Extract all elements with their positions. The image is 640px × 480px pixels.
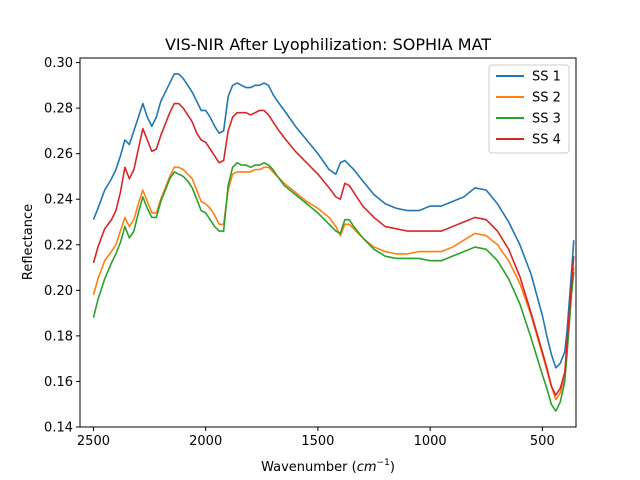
x-tick-label: 2000	[189, 434, 222, 449]
y-tick-label: 0.28	[44, 102, 73, 117]
axes-frame	[79, 57, 577, 428]
x-axis-label: Wavenumber (cm−1)	[261, 458, 395, 475]
x-tick-label: 1500	[301, 434, 334, 449]
plot-lines	[92, 73, 575, 412]
y-tick-label: 0.16	[44, 375, 73, 390]
series-line-4	[92, 102, 575, 396]
y-tick-label: 0.14	[44, 421, 73, 436]
y-tick-label: 0.18	[44, 329, 73, 344]
x-tick-label: 1000	[414, 434, 447, 449]
y-tick-label: 0.26	[44, 147, 73, 162]
legend-label-4: SS 4	[532, 133, 561, 148]
y-axis-ticks: 0.14 0.16 0.18 0.20 0.22 0.24 0.26 0.28 0.30	[44, 56, 80, 436]
x-tick-label: 500	[530, 434, 555, 449]
y-axis-label: Reflectance	[21, 204, 36, 280]
x-axis-label-close: )	[390, 460, 395, 475]
legend-label-3: SS 3	[532, 112, 561, 127]
series-line-2	[92, 166, 575, 401]
chart-title: VIS-NIR After Lyophilization: SOPHIA MAT	[165, 35, 491, 54]
legend-label-1: SS 1	[532, 70, 561, 85]
y-tick-label: 0.30	[44, 56, 73, 71]
legend: SS 1 SS 2 SS 3 SS 4	[488, 64, 570, 154]
y-tick-label: 0.20	[44, 284, 73, 299]
x-axis-label-text: Wavenumber (	[261, 460, 357, 475]
series-line-3	[92, 161, 575, 412]
x-tick-label: 2500	[77, 434, 110, 449]
x-axis-ticks: 2500 2000 1500 1000 500	[77, 427, 555, 449]
y-tick-label: 0.22	[44, 238, 73, 253]
legend-frame	[488, 64, 570, 154]
x-axis-label-exponent: −1	[377, 458, 390, 468]
y-tick-label: 0.24	[44, 193, 73, 208]
series-line-1	[92, 73, 575, 369]
x-axis-label-unit: cm	[357, 460, 377, 475]
legend-label-2: SS 2	[532, 91, 561, 106]
